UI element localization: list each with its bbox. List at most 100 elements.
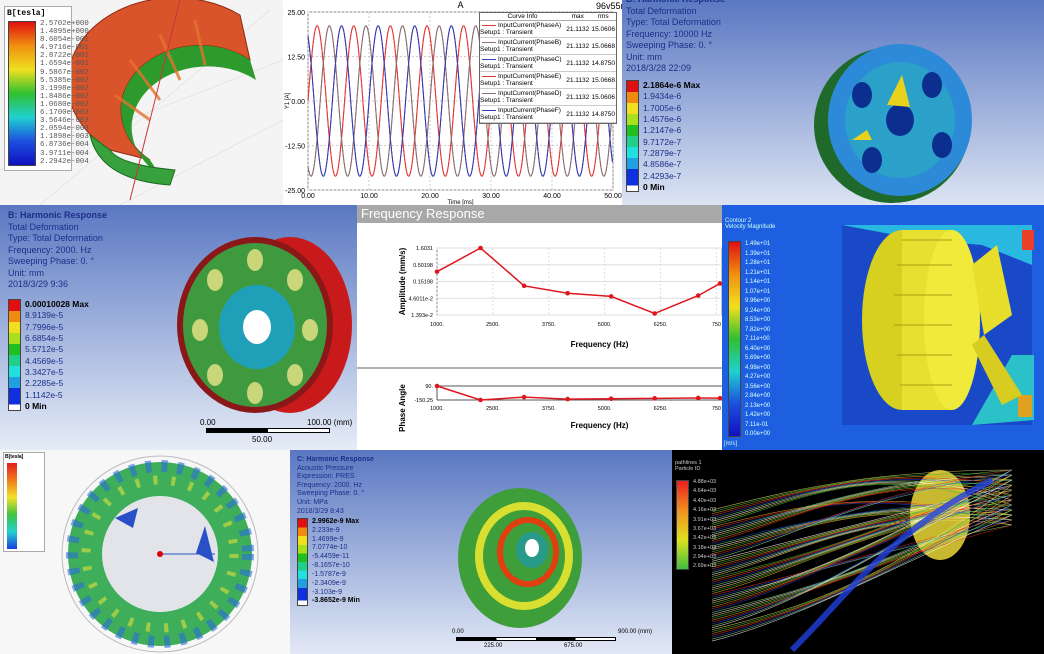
legend-value: 2.69e+03 xyxy=(693,563,717,570)
legend-value: 5.5385e-002 xyxy=(40,76,89,85)
color-bar xyxy=(626,80,639,192)
legend-value: 1.9434e-6 xyxy=(643,91,682,102)
legend-value: 3.67e+03 xyxy=(693,525,717,532)
result-detail: Frequency: 10000 Hz xyxy=(626,28,713,39)
legend-value: -2.3409e-9 xyxy=(312,579,346,587)
result-detail: Acoustic Pressure xyxy=(297,464,354,472)
result-detail: Unit: mm xyxy=(626,51,662,62)
legend-value: 1.6594e-001 xyxy=(40,60,89,69)
legend-value: 8.9139e-5 xyxy=(25,310,64,321)
curve-info-legend[interactable]: Curve Info max rms InputCurrent(PhaseA) Setu… xyxy=(479,12,617,124)
x-axis-label: Frequency (Hz) xyxy=(571,340,629,349)
amplitude-line xyxy=(436,247,721,315)
series-name: InputCurrent(PhaseB) xyxy=(498,39,562,46)
x-axis-label: Time [ms] xyxy=(447,200,473,205)
legend-value: 2.0594e-003 xyxy=(40,125,89,134)
phase-line xyxy=(436,385,721,401)
pathline xyxy=(711,474,1013,604)
tick-label: -150.25 xyxy=(414,398,433,404)
scale-label-start: 0.00 xyxy=(200,418,216,427)
pathline xyxy=(711,482,1013,524)
color-bar xyxy=(676,480,689,570)
result-detail: Unit: mm xyxy=(8,267,44,278)
legend-value: 7.2879e-7 xyxy=(643,147,682,158)
pathline xyxy=(711,469,1013,511)
tick-label: 10.00 xyxy=(360,193,378,200)
pathline xyxy=(711,509,1013,594)
series-line-3 xyxy=(307,25,613,177)
tick-label: 40.00 xyxy=(543,193,561,200)
tick-label: 5000. xyxy=(598,406,612,412)
phase-point xyxy=(608,396,614,402)
amplitude-point xyxy=(717,281,722,286)
x-axis-label: Frequency (Hz) xyxy=(571,421,629,430)
result-detail: Unit: MPa xyxy=(297,498,328,506)
legend-title: B[tesla] xyxy=(7,9,46,18)
pathline xyxy=(711,514,1013,573)
legend-row[interactable]: InputCurrent(PhaseB) Setup1 : Transient 21… xyxy=(480,38,616,55)
tick-label: 0.15198 xyxy=(413,280,433,286)
tick-label: 25.00 xyxy=(287,10,305,17)
series-max: 21.1132 xyxy=(566,76,590,84)
legend-value: 7.7996e-5 xyxy=(25,321,64,332)
result-detail: Frequency: 2000. Hz xyxy=(297,481,362,489)
legend-value: 2.13e+00 xyxy=(745,402,771,409)
series-name: InputCurrent(PhaseE) xyxy=(498,73,562,80)
pathlines-model xyxy=(711,469,1013,653)
phase-point xyxy=(652,396,657,401)
legend-row[interactable]: InputCurrent(PhaseF) Setup1 : Transient 21… xyxy=(480,106,616,123)
chart-title: A xyxy=(457,0,463,10)
pathline xyxy=(711,479,1013,560)
tick-label: 50.00 xyxy=(604,193,622,200)
series-line-4 xyxy=(307,25,613,177)
legend-row[interactable]: InputCurrent(PhaseD) Setup1 : Transient 21… xyxy=(480,89,616,106)
series-setup: Setup1 : Transient xyxy=(480,114,533,121)
contour-variable: Velocity Magnitude xyxy=(725,224,776,230)
legend-value: 3.91e+03 xyxy=(693,516,717,523)
legend-row[interactable]: InputCurrent(PhaseA) Setup1 : Transient 21… xyxy=(480,21,616,38)
wheel-model xyxy=(814,44,972,203)
pathline xyxy=(711,499,1013,591)
chart-project-name: 96v55nm180 xyxy=(596,1,622,11)
pathline xyxy=(711,504,1013,638)
color-bar xyxy=(7,463,17,549)
legend-value: 4.98e+00 xyxy=(745,364,771,371)
harmonic-response-2000hz-panel: B: Harmonic Response Total Deformation Typ… xyxy=(0,205,357,450)
series-swatch xyxy=(482,41,496,44)
legend-value: 1.42e+00 xyxy=(745,412,771,418)
y-axis-label: Amplitude (mm/s) xyxy=(398,247,407,315)
legend-row[interactable]: InputCurrent(PhaseC) Setup1 : Transient 21… xyxy=(480,55,616,72)
legend-value: 3.18e+03 xyxy=(693,544,717,551)
legend-value: 6.40e+00 xyxy=(745,345,771,352)
legend-value: 5.5712e-5 xyxy=(25,344,64,355)
current-chart-panel: A 25.00 12.50 0.00 -12.50 -25.00 0.00 10.00 20.0… xyxy=(283,0,622,205)
result-detail: Type: Total Deformation xyxy=(8,233,103,243)
pathline xyxy=(711,499,1013,613)
legend-value: 1.4576e-6 xyxy=(643,113,682,124)
color-bar xyxy=(297,518,308,606)
amplitude-point xyxy=(478,245,483,251)
legend-value: 2.4293e-7 xyxy=(643,170,682,181)
legend-value: 8.6054e-001 xyxy=(40,36,89,45)
tick-label: 2500. xyxy=(486,322,500,328)
series-setup: Setup1 : Transient xyxy=(480,97,533,104)
legend-value: 4.8586e-7 xyxy=(643,159,682,170)
legend-value: 6.1700e-003 xyxy=(40,109,89,118)
pathlines-panel: pathlines 1 Particle ID 4.88e+03 4.64e+03… xyxy=(672,450,1044,654)
tick-label: 6250. xyxy=(654,406,668,412)
pathline xyxy=(711,469,1013,625)
legend-value: 1.21e+01 xyxy=(745,269,771,276)
tick-label: 750 xyxy=(712,406,721,412)
tick-label: 20.00 xyxy=(421,193,439,200)
pathline xyxy=(711,494,1013,611)
series-name: InputCurrent(PhaseA) xyxy=(498,22,562,29)
legend-row[interactable]: InputCurrent(PhaseE) Setup1 : Transient 21… xyxy=(480,72,616,89)
legend-value: -1.5787e-9 xyxy=(312,570,346,578)
y-axis-label: Y1 [A] xyxy=(285,92,291,109)
result-detail: 2018/3/28 22:09 xyxy=(626,63,692,73)
legend-value: 2.2942e-004 xyxy=(40,157,89,166)
amplitude-point xyxy=(608,294,614,299)
tick-label: 3750. xyxy=(542,406,556,412)
legend-value: 1.4699e-9 xyxy=(312,535,344,543)
scale-bar xyxy=(206,428,330,433)
